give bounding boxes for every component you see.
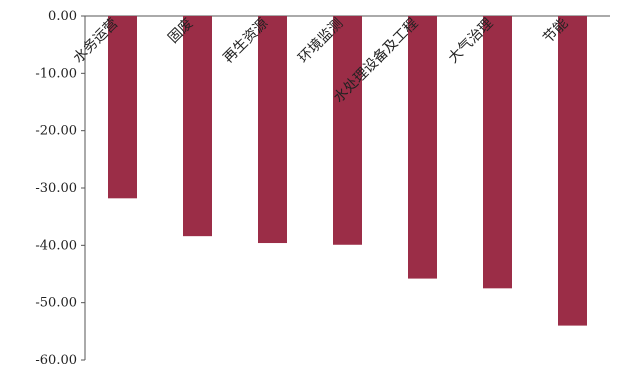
y-tick-label: -20.00 [35, 124, 77, 139]
bar [333, 16, 362, 245]
y-tick-label: -50.00 [35, 296, 77, 311]
y-tick-label: 0.00 [48, 9, 77, 24]
y-tick-label: -60.00 [35, 353, 77, 367]
bar [558, 16, 587, 326]
y-tick-label: -10.00 [35, 66, 77, 81]
bar [408, 16, 437, 279]
bar [483, 16, 512, 289]
axes: 0.00 -10.00 -20.00 -30.00 -40.00 -50.00 -60.00 [35, 9, 610, 367]
bars [108, 16, 587, 326]
bar [108, 16, 137, 199]
bar [183, 16, 212, 237]
y-tick-label: -30.00 [35, 181, 77, 196]
y-tick-label: -40.00 [35, 238, 77, 253]
bar [258, 16, 287, 244]
